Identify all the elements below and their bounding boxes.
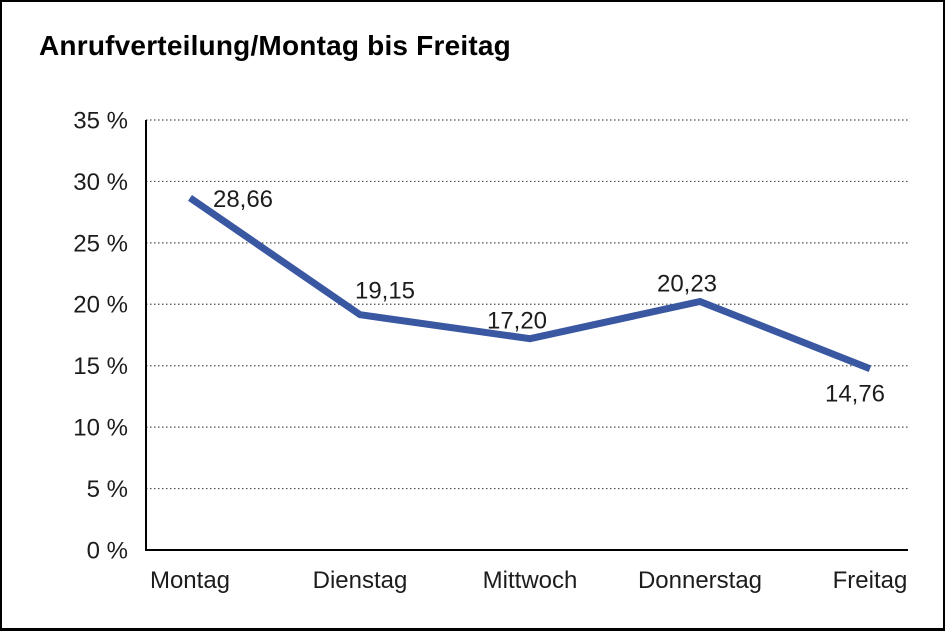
data-series-line [188,195,872,372]
x-category-label: Montag [150,567,230,594]
y-tick-label: 20 % [73,292,128,319]
y-tick-label: 35 % [73,107,128,134]
y-tick-label: 10 % [73,415,128,442]
y-tick-label: 5 % [87,476,128,503]
data-point-label: 20,23 [657,270,717,297]
y-tick-label: 30 % [73,169,128,196]
x-category-label: Freitag [833,567,908,594]
y-tick-label: 0 % [87,537,128,564]
x-category-label: Dienstag [313,567,408,594]
data-point-label: 19,15 [355,278,415,305]
data-point-label: 17,20 [487,308,547,335]
x-category-label: Mittwoch [483,567,578,594]
data-point-label: 14,76 [825,381,885,408]
data-point-label: 28,66 [213,186,273,213]
x-category-label: Donnerstag [638,567,762,594]
y-tick-label: 15 % [73,353,128,380]
chart-title: Anrufverteilung/Montag bis Freitag [39,30,511,61]
y-tick-label: 25 % [73,230,128,257]
